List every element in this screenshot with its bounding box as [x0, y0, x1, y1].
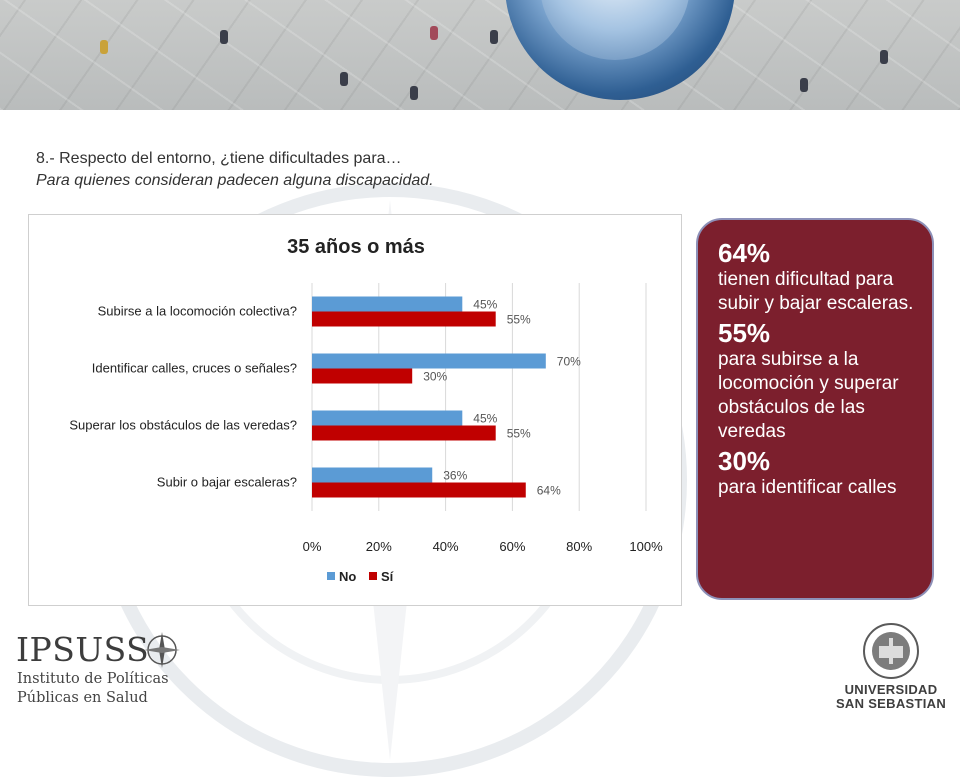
bar-no: [312, 410, 463, 426]
category-label: Subirse a la locomoción colectiva?: [98, 304, 297, 319]
ipsuss-logo-line2: Públicas en Salud: [17, 690, 148, 706]
bar-si: [312, 311, 496, 327]
category-label: Superar los obstáculos de las veredas?: [69, 418, 297, 433]
header-photo-banner: [0, 0, 960, 110]
question-header: 8.- Respecto del entorno, ¿tiene dificul…: [36, 148, 434, 192]
pedestrian-figure: [430, 26, 438, 40]
bar-chart-panel: 35 años o más 0% 20% 40% 60% 80% 100% Subirse a…: [28, 214, 682, 606]
plaza-pavement-pattern: [0, 0, 960, 110]
question-title: 8.- Respecto del entorno, ¿tiene dificul…: [36, 150, 402, 167]
university-seal-icon: [863, 623, 919, 679]
bar-si: [312, 425, 496, 441]
data-label-no: 45%: [473, 412, 497, 426]
university-name-line2: SAN SEBASTIAN: [835, 696, 947, 711]
x-tick-label: 40%: [433, 539, 459, 554]
legend-label-no: No: [339, 569, 356, 584]
bar-chart: 35 años o más 0% 20% 40% 60% 80% 100% Subirse a…: [69, 236, 663, 584]
ipsuss-logo-name: IPSUSS: [16, 630, 150, 669]
data-label-no: 36%: [443, 469, 467, 483]
bar-no: [312, 467, 433, 483]
callout-value-1: 64%: [718, 238, 771, 268]
bar-si: [312, 368, 413, 384]
pedestrian-figure: [340, 72, 348, 86]
ipsuss-logo: IPSUSS Instituto de Políticas Públicas e…: [14, 628, 184, 710]
compass-rose-icon: [144, 632, 180, 668]
pedestrian-figure: [490, 30, 498, 44]
callout-text-1: tienen dificultad para subir y bajar esc…: [718, 269, 914, 314]
x-tick-label: 60%: [499, 539, 525, 554]
legend-swatch-si: [369, 572, 377, 580]
data-label-si: 55%: [507, 427, 531, 441]
chart-title: 35 años o más: [287, 236, 425, 258]
pedestrian-figure: [220, 30, 228, 44]
category-label: Identificar calles, cruces o señales?: [92, 361, 297, 376]
x-tick-label: 80%: [566, 539, 592, 554]
universidad-san-sebastian-logo: UNIVERSIDAD SAN SEBASTIAN: [826, 622, 956, 714]
x-tick-label: 20%: [366, 539, 392, 554]
callout-text-3: para identificar calles: [718, 477, 897, 498]
data-label-si: 55%: [507, 313, 531, 327]
callout-value-2: 55%: [718, 318, 771, 348]
category-label: Subir o bajar escaleras?: [157, 475, 297, 490]
legend-swatch-no: [327, 572, 335, 580]
data-label-no: 70%: [557, 355, 581, 369]
bar-si: [312, 482, 526, 498]
callout-value-3: 30%: [718, 446, 771, 476]
pedestrian-figure: [410, 86, 418, 100]
x-tick-label: 100%: [629, 539, 663, 554]
ipsuss-logo-line1: Instituto de Políticas: [17, 671, 169, 687]
pedestrian-figure: [800, 78, 808, 92]
bar-no: [312, 353, 546, 369]
legend-label-si: Sí: [381, 569, 394, 584]
question-subtitle: Para quienes consideran padecen alguna d…: [36, 172, 434, 189]
university-name-line1: UNIVERSIDAD: [844, 682, 938, 697]
data-label-si: 64%: [537, 484, 561, 498]
summary-callout: 64% tienen dificultad para subir y bajar…: [696, 218, 934, 600]
x-tick-label: 0%: [303, 539, 322, 554]
data-label-si: 30%: [423, 370, 447, 384]
data-label-no: 45%: [473, 298, 497, 312]
pedestrian-figure: [880, 50, 888, 64]
bar-no: [312, 296, 463, 312]
callout-text-2: para subirse a la locomoción y superar o…: [718, 349, 899, 442]
pedestrian-figure: [100, 40, 108, 54]
